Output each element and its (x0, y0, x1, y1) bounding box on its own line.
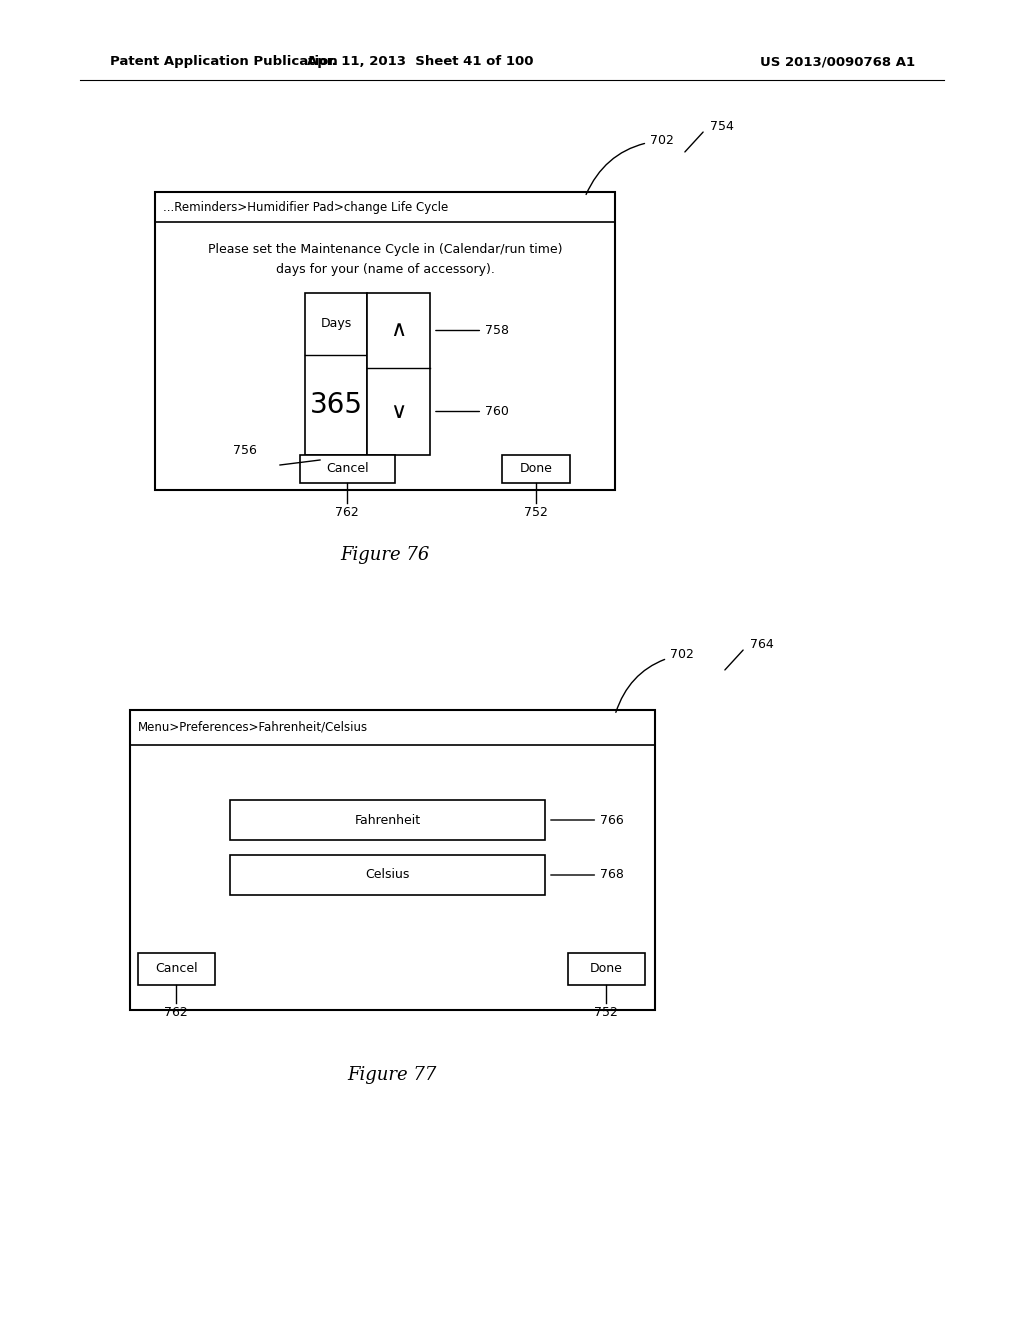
Bar (130, 710, 655, 1010)
Text: 762: 762 (164, 1006, 187, 1019)
Text: 752: 752 (524, 507, 548, 520)
Text: 766: 766 (551, 813, 624, 826)
Text: Done: Done (519, 462, 552, 475)
Text: 758: 758 (436, 323, 509, 337)
Bar (138, 953, 215, 985)
Text: 702: 702 (586, 135, 674, 194)
Text: Menu>Preferences>Fahrenheit/Celsius: Menu>Preferences>Fahrenheit/Celsius (138, 721, 368, 734)
Text: Cancel: Cancel (327, 462, 369, 475)
Text: 768: 768 (551, 869, 624, 882)
Bar (230, 800, 545, 840)
Text: 754: 754 (710, 120, 734, 133)
Text: ...Reminders>Humidifier Pad>change Life Cycle: ...Reminders>Humidifier Pad>change Life … (163, 201, 449, 214)
Bar (230, 855, 545, 895)
Text: Apr. 11, 2013  Sheet 41 of 100: Apr. 11, 2013 Sheet 41 of 100 (307, 55, 534, 69)
Bar (155, 191, 615, 490)
Text: Please set the Maintenance Cycle in (Calendar/run time): Please set the Maintenance Cycle in (Cal… (208, 243, 562, 256)
Text: 365: 365 (309, 391, 362, 418)
Text: Figure 77: Figure 77 (347, 1067, 436, 1084)
Text: Patent Application Publication: Patent Application Publication (110, 55, 338, 69)
Text: Cancel: Cancel (156, 962, 198, 975)
Bar (367, 293, 430, 455)
Text: Figure 76: Figure 76 (340, 546, 430, 564)
Bar (300, 455, 395, 483)
Text: 762: 762 (335, 507, 358, 520)
Text: 764: 764 (750, 639, 774, 652)
Text: 702: 702 (615, 648, 694, 713)
Bar (568, 953, 645, 985)
Text: Days: Days (321, 317, 351, 330)
Text: 760: 760 (436, 405, 509, 418)
Text: 752: 752 (594, 1006, 617, 1019)
Text: 756: 756 (233, 444, 257, 457)
Bar (305, 293, 367, 455)
Bar (502, 455, 570, 483)
Text: US 2013/0090768 A1: US 2013/0090768 A1 (760, 55, 915, 69)
Text: ∨: ∨ (390, 401, 407, 421)
Text: Celsius: Celsius (366, 869, 410, 882)
Text: Fahrenheit: Fahrenheit (354, 813, 421, 826)
Text: Done: Done (590, 962, 623, 975)
Text: ∧: ∧ (390, 321, 407, 341)
Text: days for your (name of accessory).: days for your (name of accessory). (275, 264, 495, 276)
